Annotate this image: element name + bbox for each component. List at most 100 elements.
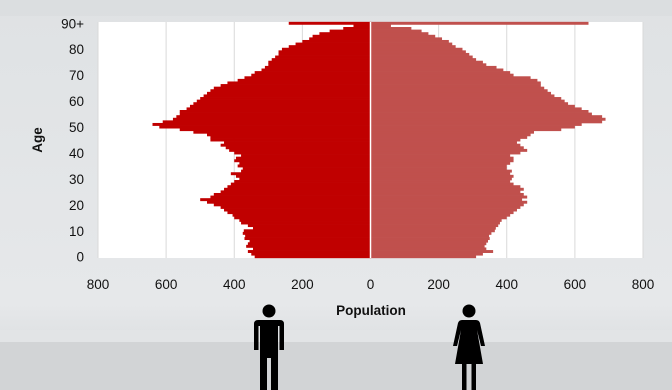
male-bar-age-31 [235,174,371,178]
female-bar-age-90 [370,21,589,25]
male-bar-age-79 [278,50,371,54]
male-bar-age-89 [353,24,371,28]
male-bar-age-16 [232,213,371,217]
x-tick-label: 200 [291,277,314,292]
female-bar-age-89 [370,24,391,28]
y-tick-label: 60 [69,94,84,109]
x-tick-label: 600 [564,277,587,292]
male-bar-age-25 [220,190,371,194]
female-bar-age-5 [370,242,487,246]
female-bar-age-45 [370,138,521,142]
female-bar-age-57 [370,107,582,111]
male-bar-age-80 [281,47,371,51]
female-bar-age-58 [370,104,575,108]
female-bar-age-2 [370,250,494,253]
male-bar-age-21 [207,200,371,204]
male-bar-age-10 [243,229,371,233]
male-bar-age-90 [288,21,371,25]
female-bar-age-23 [370,195,528,199]
male-bar-age-45 [210,138,371,142]
female-bar-age-32 [370,172,511,176]
male-bar-age-0 [254,255,371,259]
x-tick-label: 400 [495,277,518,292]
female-bar-age-42 [370,146,524,150]
male-bar-age-78 [278,52,371,56]
female-bar-age-46 [370,135,528,139]
male-bar-age-29 [234,180,371,183]
female-bar-age-31 [370,174,514,178]
female-bar-age-12 [370,224,499,228]
male-bar-age-73 [264,65,371,69]
y-tick-label: 30 [69,172,84,187]
female-bar-age-25 [370,190,521,194]
female-bar-age-55 [370,112,592,116]
female-bar-age-80 [370,47,463,51]
male-bar-age-62 [203,94,371,98]
female-bar-age-73 [370,65,497,69]
male-bar-age-30 [239,177,371,181]
female-bar-age-38 [370,156,514,160]
male-bar-age-66 [220,84,371,88]
female-bar-age-21 [370,200,528,204]
male-bar-age-43 [220,143,371,147]
male-bar-age-34 [242,167,371,170]
female-bar-age-88 [370,27,412,30]
female-bar-age-78 [370,52,470,56]
male-bar-age-82 [295,42,371,46]
female-bar-age-74 [370,63,487,67]
x-tick-label: 0 [367,277,375,292]
male-bar-age-9 [242,231,371,235]
male-bar-age-2 [247,250,371,253]
male-bar-age-17 [227,211,371,215]
female-bar-age-63 [370,91,552,95]
male-bar-age-47 [207,133,371,137]
female-bar-age-3 [370,247,487,251]
male-bar-age-59 [193,102,371,106]
male-bar-age-56 [179,110,371,113]
male-bar-age-27 [227,185,371,189]
female-bars [370,21,606,259]
female-bar-age-7 [370,237,490,241]
female-bar-age-68 [370,78,538,82]
female-bar-age-24 [370,192,524,196]
male-bar-age-88 [343,27,371,30]
male-bar-age-85 [312,34,371,38]
male-bar-age-37 [234,159,371,163]
female-bar-age-40 [370,151,521,155]
male-bar-age-13 [241,221,371,225]
female-bar-age-30 [370,177,512,181]
male-bar-age-81 [288,45,371,49]
y-tick-label: 80 [69,42,84,57]
female-bar-age-54 [370,115,603,119]
y-tick-label: 10 [69,224,84,239]
y-tick-label: 50 [69,120,84,135]
male-bar-age-71 [254,71,371,75]
x-tick-labels: 800 600 400 200 0 200 400 600 800 [87,277,655,292]
female-bar-age-70 [370,73,514,77]
female-bar-age-1 [370,252,483,256]
male-bar-age-32 [230,172,371,176]
male-bar-age-46 [210,135,371,139]
female-bar-age-14 [370,218,502,222]
male-bar-age-44 [224,141,371,145]
female-bar-age-85 [370,34,436,38]
male-bar-age-36 [239,161,371,165]
male-bar-age-41 [229,148,371,152]
x-tick-label: 400 [223,277,246,292]
female-bar-age-15 [370,216,507,220]
male-bar-age-64 [210,89,371,93]
female-bar-age-81 [370,45,456,49]
female-bar-age-83 [370,39,449,43]
female-bar-age-9 [370,231,492,235]
female-bar-age-19 [370,205,521,209]
male-bar-age-48 [193,130,371,134]
male-bar-age-28 [230,182,371,186]
female-bar-age-18 [370,208,517,212]
male-bar-age-5 [247,242,371,246]
female-bar-age-47 [370,133,531,137]
male-bar-age-7 [244,237,371,241]
male-bar-age-65 [213,86,371,90]
male-bar-age-38 [235,156,371,160]
male-bar-age-12 [247,224,371,228]
